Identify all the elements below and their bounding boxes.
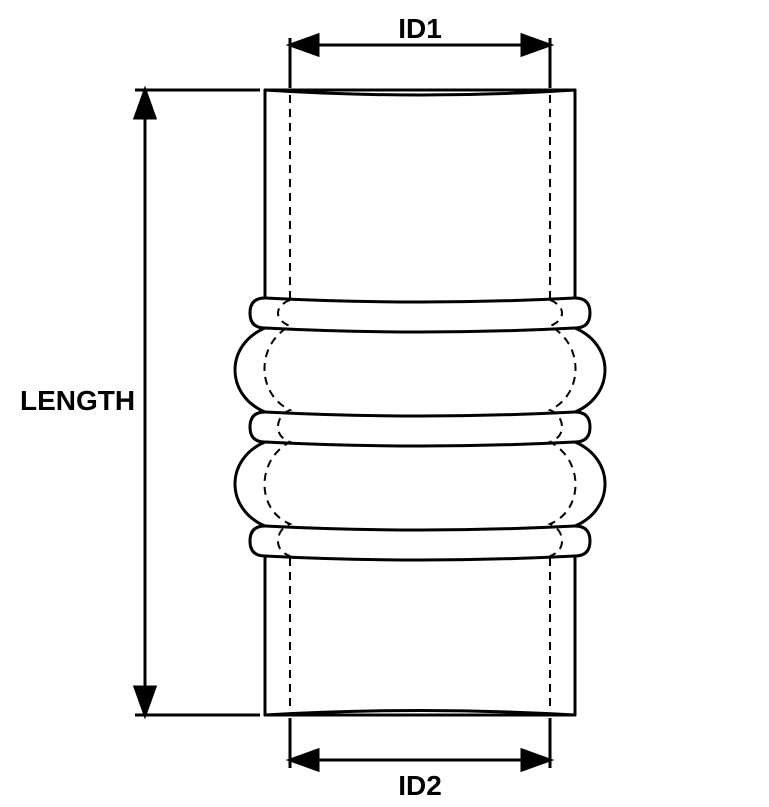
dim-length: [135, 90, 260, 715]
label-id2: ID2: [398, 770, 442, 801]
label-id1: ID1: [398, 13, 442, 44]
dimensions: [135, 35, 550, 770]
label-length: LENGTH: [20, 385, 135, 416]
technical-drawing: ID1 ID2 LENGTH: [0, 0, 769, 807]
hidden-lines: [265, 95, 576, 710]
dim-id2: [290, 718, 550, 770]
